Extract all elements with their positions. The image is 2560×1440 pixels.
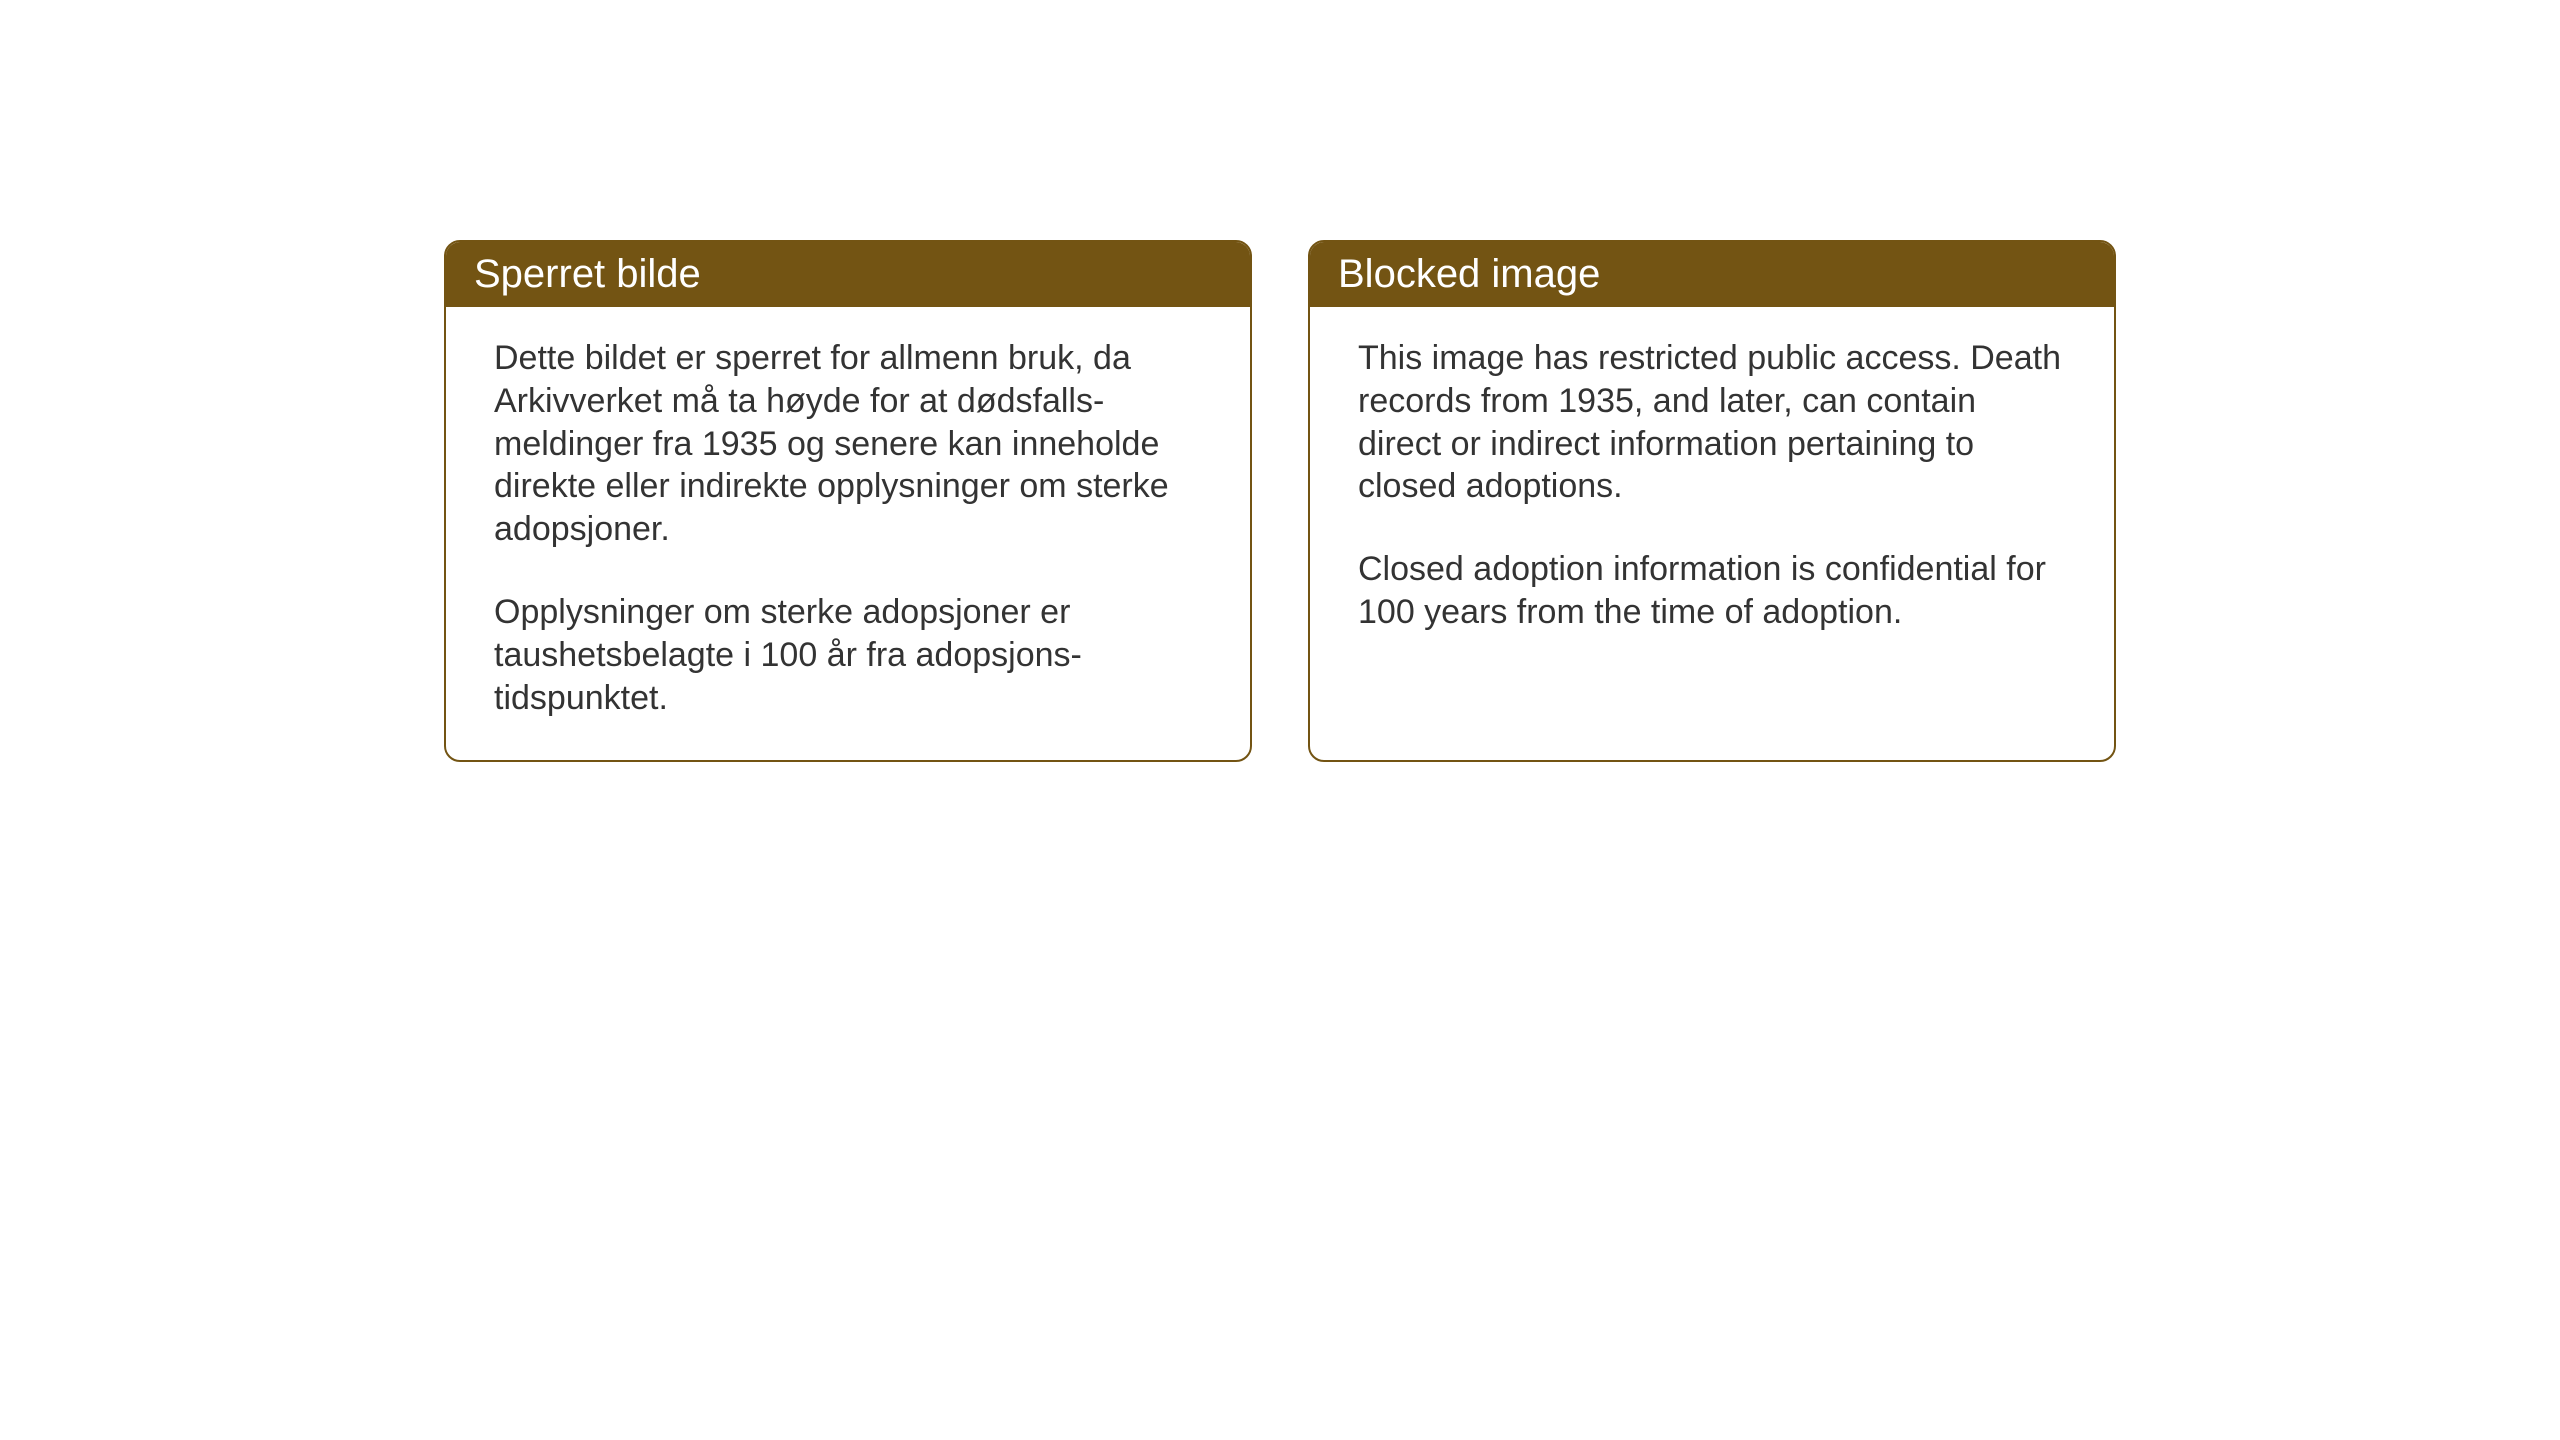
norwegian-paragraph-1: Dette bildet er sperret for allmenn bruk…	[494, 337, 1202, 551]
norwegian-paragraph-2: Opplysninger om sterke adopsjoner er tau…	[494, 591, 1202, 719]
english-card-body: This image has restricted public access.…	[1310, 307, 2114, 674]
english-card-title: Blocked image	[1310, 242, 2114, 307]
norwegian-card-body: Dette bildet er sperret for allmenn bruk…	[446, 307, 1250, 760]
cards-container: Sperret bilde Dette bildet er sperret fo…	[444, 240, 2116, 762]
english-paragraph-2: Closed adoption information is confident…	[1358, 548, 2066, 634]
english-paragraph-1: This image has restricted public access.…	[1358, 337, 2066, 508]
english-card: Blocked image This image has restricted …	[1308, 240, 2116, 762]
norwegian-card-title: Sperret bilde	[446, 242, 1250, 307]
norwegian-card: Sperret bilde Dette bildet er sperret fo…	[444, 240, 1252, 762]
